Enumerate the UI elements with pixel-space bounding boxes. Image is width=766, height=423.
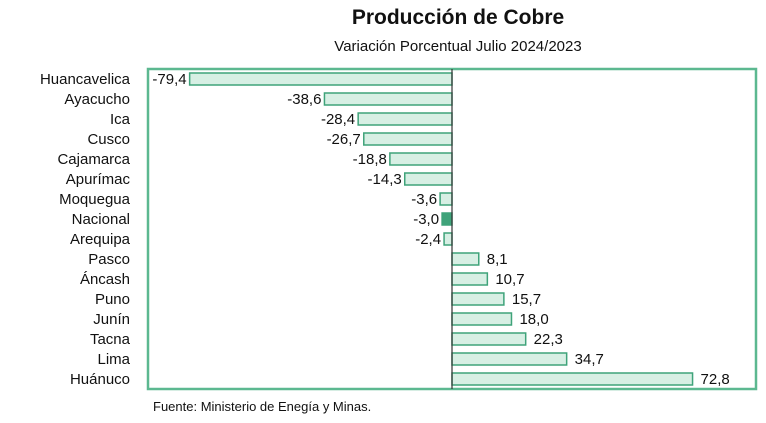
bar bbox=[451, 272, 489, 286]
category-label: Ayacucho bbox=[64, 91, 130, 108]
bar bbox=[403, 172, 453, 186]
data-label: 22,3 bbox=[534, 331, 563, 348]
chart-title: Producción de Cobre bbox=[351, 6, 565, 29]
bar bbox=[323, 92, 453, 106]
bar bbox=[439, 192, 453, 206]
bar bbox=[451, 252, 480, 266]
bar bbox=[363, 132, 453, 146]
category-label: Áncash bbox=[80, 271, 130, 288]
data-label: 72,8 bbox=[701, 371, 730, 388]
data-label: -26,7 bbox=[327, 131, 361, 148]
category-label: Ica bbox=[110, 111, 131, 128]
category-label: Cusco bbox=[87, 131, 130, 148]
category-label: Huancavelica bbox=[40, 71, 131, 88]
source-note: Fuente: Ministerio de Enegía y Minas. bbox=[153, 399, 372, 414]
category-label: Huánuco bbox=[70, 371, 130, 388]
data-label: 10,7 bbox=[495, 271, 524, 288]
category-label: Arequipa bbox=[70, 231, 131, 248]
data-label: -3,6 bbox=[411, 191, 437, 208]
category-label: Lima bbox=[97, 351, 130, 368]
bar bbox=[451, 332, 527, 346]
bar bbox=[188, 72, 453, 86]
bar bbox=[441, 212, 453, 226]
bar bbox=[357, 112, 453, 126]
category-label: Pasco bbox=[88, 251, 130, 268]
data-label: 8,1 bbox=[487, 251, 508, 268]
data-label: -3,0 bbox=[413, 211, 439, 228]
category-label: Junín bbox=[93, 311, 130, 328]
data-label: -2,4 bbox=[415, 231, 441, 248]
bar bbox=[451, 292, 505, 306]
category-label: Tacna bbox=[90, 331, 131, 348]
category-label: Puno bbox=[95, 291, 130, 308]
data-label: -28,4 bbox=[321, 111, 355, 128]
data-label: 15,7 bbox=[512, 291, 541, 308]
category-label: Nacional bbox=[72, 211, 130, 228]
data-label: 34,7 bbox=[575, 351, 604, 368]
category-label: Moquegua bbox=[59, 191, 131, 208]
data-label: -14,3 bbox=[368, 171, 402, 188]
data-label: 18,0 bbox=[519, 311, 548, 328]
bar bbox=[451, 312, 513, 326]
bar bbox=[443, 232, 453, 246]
bar bbox=[451, 372, 694, 386]
data-label: -18,8 bbox=[353, 151, 387, 168]
category-label: Cajamarca bbox=[57, 151, 130, 168]
data-label: -79,4 bbox=[152, 71, 186, 88]
bar bbox=[451, 352, 568, 366]
chart-subtitle: Variación Porcentual Julio 2024/2023 bbox=[334, 38, 582, 55]
bar bbox=[389, 152, 453, 166]
category-label: Apurímac bbox=[66, 171, 131, 188]
data-label: -38,6 bbox=[287, 91, 321, 108]
